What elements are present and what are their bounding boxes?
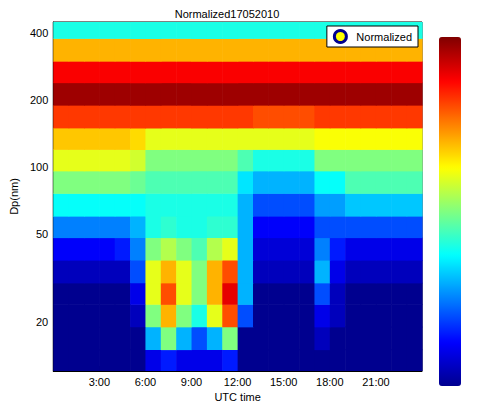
svg-text:100: 100	[30, 161, 48, 173]
svg-text:UTC time: UTC time	[214, 391, 260, 403]
svg-text:Normalized17052010: Normalized17052010	[175, 8, 280, 20]
svg-text:400: 400	[30, 27, 48, 39]
svg-text:3:00: 3:00	[89, 376, 110, 388]
svg-text:12:00: 12:00	[224, 376, 252, 388]
svg-text:200: 200	[30, 94, 48, 106]
svg-text:50: 50	[36, 228, 48, 240]
svg-text:15:00: 15:00	[270, 376, 298, 388]
svg-text:6:00: 6:00	[135, 376, 156, 388]
svg-text:Dp(nm): Dp(nm)	[8, 178, 20, 215]
svg-text:18:00: 18:00	[316, 376, 344, 388]
svg-text:Normalized: Normalized	[356, 31, 412, 43]
svg-text:20: 20	[36, 316, 48, 328]
svg-text:21:00: 21:00	[362, 376, 390, 388]
svg-text:9:00: 9:00	[181, 376, 202, 388]
